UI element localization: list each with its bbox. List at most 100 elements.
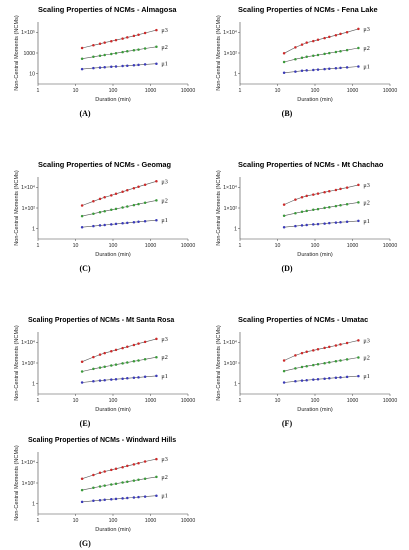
- data-point: [110, 350, 113, 353]
- data-point: [328, 345, 331, 349]
- series-label: μ3: [363, 182, 369, 189]
- x-axis-label: Duration (min): [95, 407, 131, 413]
- data-point: [357, 339, 360, 342]
- x-axis-label: Duration (min): [297, 97, 333, 103]
- y-tick-label: 1×10²: [224, 361, 238, 367]
- data-point: [345, 358, 349, 361]
- data-point: [312, 68, 315, 72]
- data-point: [294, 354, 297, 357]
- y-axis-label: Non-Central Moments (NCMs): [14, 445, 20, 521]
- data-point: [137, 359, 140, 362]
- x-tick-label: 10000: [383, 398, 398, 404]
- data-point: [155, 337, 158, 341]
- data-point: [328, 51, 331, 55]
- data-point: [345, 202, 349, 206]
- data-point: [143, 460, 147, 463]
- data-point: [312, 208, 315, 212]
- data-point: [98, 66, 102, 69]
- data-point: [98, 366, 102, 369]
- data-point: [282, 369, 286, 373]
- data-point: [98, 197, 102, 201]
- data-point: [323, 222, 326, 225]
- x-tick-label: 100: [109, 243, 118, 249]
- data-point: [155, 180, 158, 183]
- chart-title: Scaling Properties of NCMs - Mt Santa Ro…: [28, 317, 174, 324]
- data-point: [137, 185, 140, 188]
- data-point: [121, 465, 124, 469]
- data-point: [294, 367, 297, 370]
- data-point: [328, 67, 331, 70]
- y-tick-label: 1×10²: [22, 206, 36, 212]
- data-point: [282, 225, 286, 229]
- data-point: [137, 220, 140, 224]
- data-point: [357, 27, 360, 31]
- data-point: [339, 343, 342, 346]
- data-point: [143, 31, 147, 35]
- y-axis-label: Non-Central Moments (NCMs): [14, 325, 20, 401]
- data-point: [126, 464, 129, 468]
- data-point: [312, 54, 315, 57]
- x-tick-label: 1: [239, 243, 242, 249]
- series-label: μ3: [161, 178, 167, 185]
- data-point: [132, 496, 136, 499]
- data-point: [323, 190, 326, 194]
- y-tick-label: 1×10⁴: [21, 185, 35, 191]
- data-point: [282, 214, 286, 217]
- data-point: [339, 66, 342, 70]
- data-point: [345, 186, 349, 189]
- data-point: [143, 340, 147, 344]
- data-point: [132, 463, 136, 466]
- data-point: [143, 219, 147, 223]
- data-point: [92, 224, 95, 228]
- x-tick-label: 100: [109, 398, 118, 404]
- data-point: [98, 42, 102, 46]
- data-point: [98, 485, 102, 488]
- data-point: [80, 46, 84, 50]
- data-point: [316, 53, 320, 57]
- data-point: [98, 54, 102, 57]
- series-label: μ2: [161, 354, 167, 361]
- data-point: [126, 361, 129, 364]
- data-point: [92, 499, 95, 503]
- y-axis-label: Non-Central Moments (NCMs): [14, 15, 20, 91]
- data-point: [143, 201, 147, 204]
- panel-caption: (D): [281, 264, 292, 273]
- data-point: [334, 376, 338, 379]
- y-axis-label: Non-Central Moments (NCMs): [216, 15, 222, 91]
- data-point: [143, 358, 147, 361]
- data-point: [305, 364, 308, 368]
- x-tick-label: 10: [73, 398, 79, 404]
- panel-caption: (E): [80, 419, 91, 428]
- y-tick-label: 1×10⁴: [21, 340, 35, 346]
- data-point: [328, 190, 331, 193]
- y-tick-label: 1: [32, 226, 35, 232]
- data-point: [323, 206, 326, 210]
- y-axis-label: Non-Central Moments (NCMs): [216, 325, 222, 401]
- data-point: [98, 379, 102, 382]
- data-point: [334, 360, 338, 363]
- data-point: [121, 37, 124, 40]
- data-point: [339, 32, 342, 36]
- data-point: [98, 471, 102, 475]
- data-point: [103, 470, 106, 473]
- series-label: μ2: [161, 197, 167, 204]
- data-point: [300, 196, 304, 199]
- series-label: μ1: [161, 493, 167, 500]
- data-point: [305, 55, 308, 59]
- data-point: [92, 486, 95, 490]
- x-tick-label: 10: [275, 243, 281, 249]
- data-point: [339, 204, 342, 207]
- data-point: [132, 49, 136, 52]
- data-point: [294, 211, 297, 215]
- y-tick-label: 1×10⁴: [223, 30, 237, 36]
- data-point: [137, 495, 140, 499]
- x-tick-label: 1: [239, 88, 242, 94]
- data-point: [143, 183, 147, 186]
- y-tick-label: 1: [234, 381, 237, 387]
- data-point: [132, 63, 136, 67]
- data-point: [155, 494, 158, 497]
- data-point: [305, 41, 308, 44]
- data-point: [114, 222, 118, 226]
- data-point: [305, 194, 308, 198]
- data-point: [137, 63, 140, 67]
